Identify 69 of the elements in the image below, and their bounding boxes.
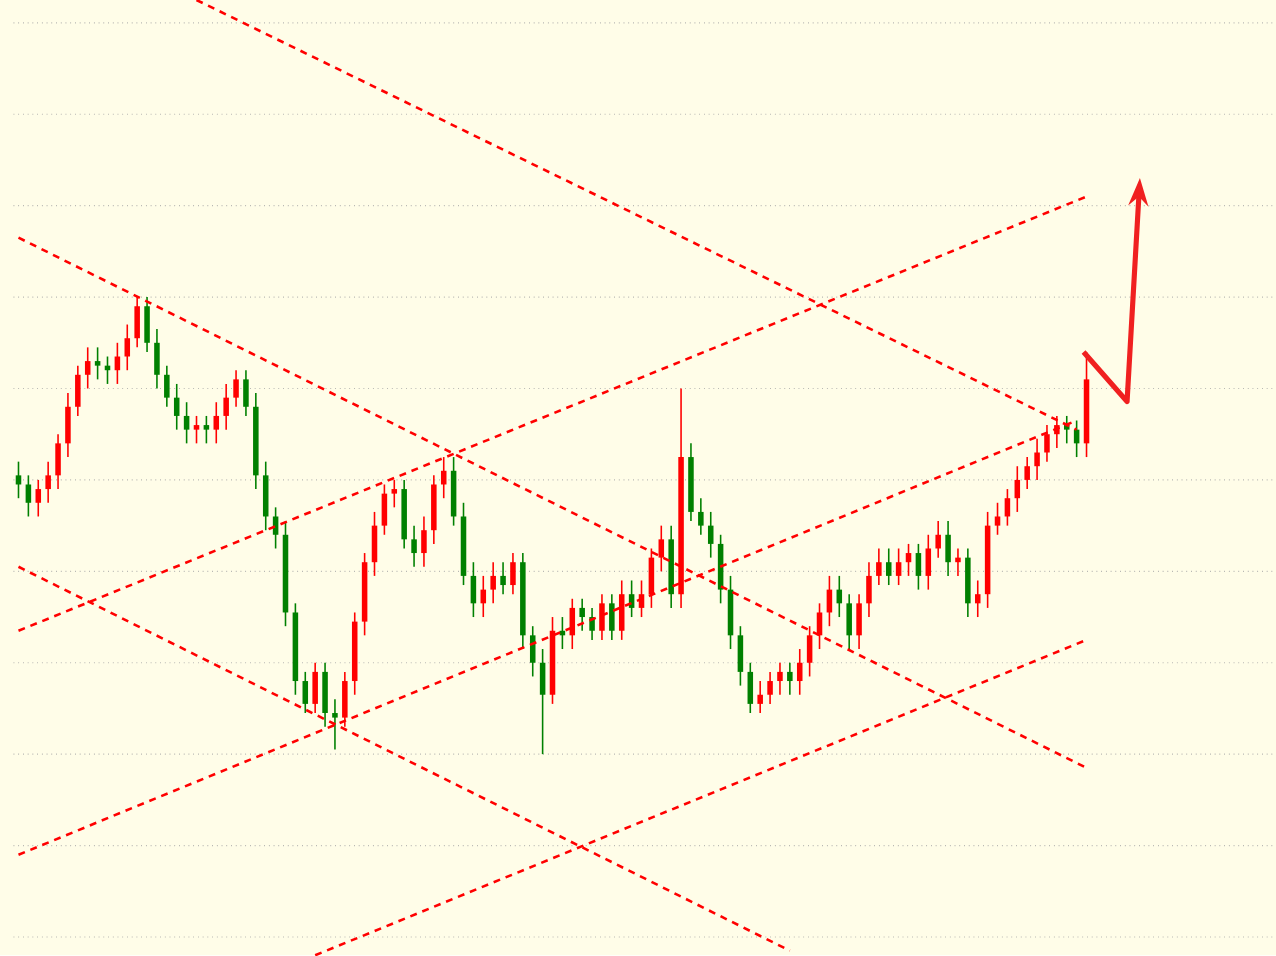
candlestick [806,625,813,678]
candlestick [1044,424,1050,463]
candlestick [856,593,862,651]
candlestick [134,296,140,349]
candlestick [955,548,961,578]
candlestick [757,680,763,715]
candlestick [965,548,971,619]
candlestick [1034,438,1040,482]
candlestick [55,433,61,491]
candlestick [490,561,496,605]
candlestick [164,365,170,408]
candlestick [342,671,348,728]
candlestick [945,520,951,578]
candlestick [233,369,239,408]
candlestick [777,662,783,696]
candlestick [154,328,160,390]
candlestick [994,502,1001,536]
candlestick [609,593,615,642]
candlestick [895,548,902,587]
candlestick [421,516,427,568]
candlestick [500,561,506,596]
candlestick [35,479,42,518]
candlestick [332,698,338,751]
candlestick [974,580,981,619]
candlestick [391,479,398,509]
candlestick [885,548,892,587]
candlestick [94,346,101,381]
candlestick [431,474,437,546]
candlestick [925,534,932,591]
candlestick [124,324,131,372]
candlestick [213,401,220,445]
candlestick [915,543,922,591]
candlestick [203,415,210,445]
candlestick [144,296,150,354]
candlestick [787,662,793,696]
candlestick [1024,456,1030,491]
candlestick [658,525,665,573]
candlestick [529,625,536,678]
candlestick [698,497,704,536]
candlestick [302,671,309,715]
candlestick [796,648,803,696]
candlestick [866,561,872,619]
candlestick [1063,415,1070,445]
candlestick [618,580,625,642]
candlestick [747,662,754,715]
candlestick [510,552,516,596]
candlestick [579,598,585,632]
candlestick [411,525,417,568]
candlestick [737,625,744,687]
candlestick [539,648,546,756]
candlestick [935,520,941,559]
candlestick [223,383,229,431]
candlestick [846,593,852,651]
candlestick [767,671,773,706]
candlestick [183,401,190,445]
candlestick [84,346,91,390]
candlestick [45,461,51,504]
candlestick [262,461,269,532]
candlestick [243,369,249,418]
candlestick [322,662,328,728]
candlestick [876,548,882,587]
candlestick [193,415,200,445]
candlestick [25,474,32,518]
candlestick [75,365,81,418]
candlestick [312,662,318,715]
candlestick [65,392,71,459]
candlestick [599,593,605,642]
candlestick [381,484,388,536]
candlestick [707,511,714,559]
